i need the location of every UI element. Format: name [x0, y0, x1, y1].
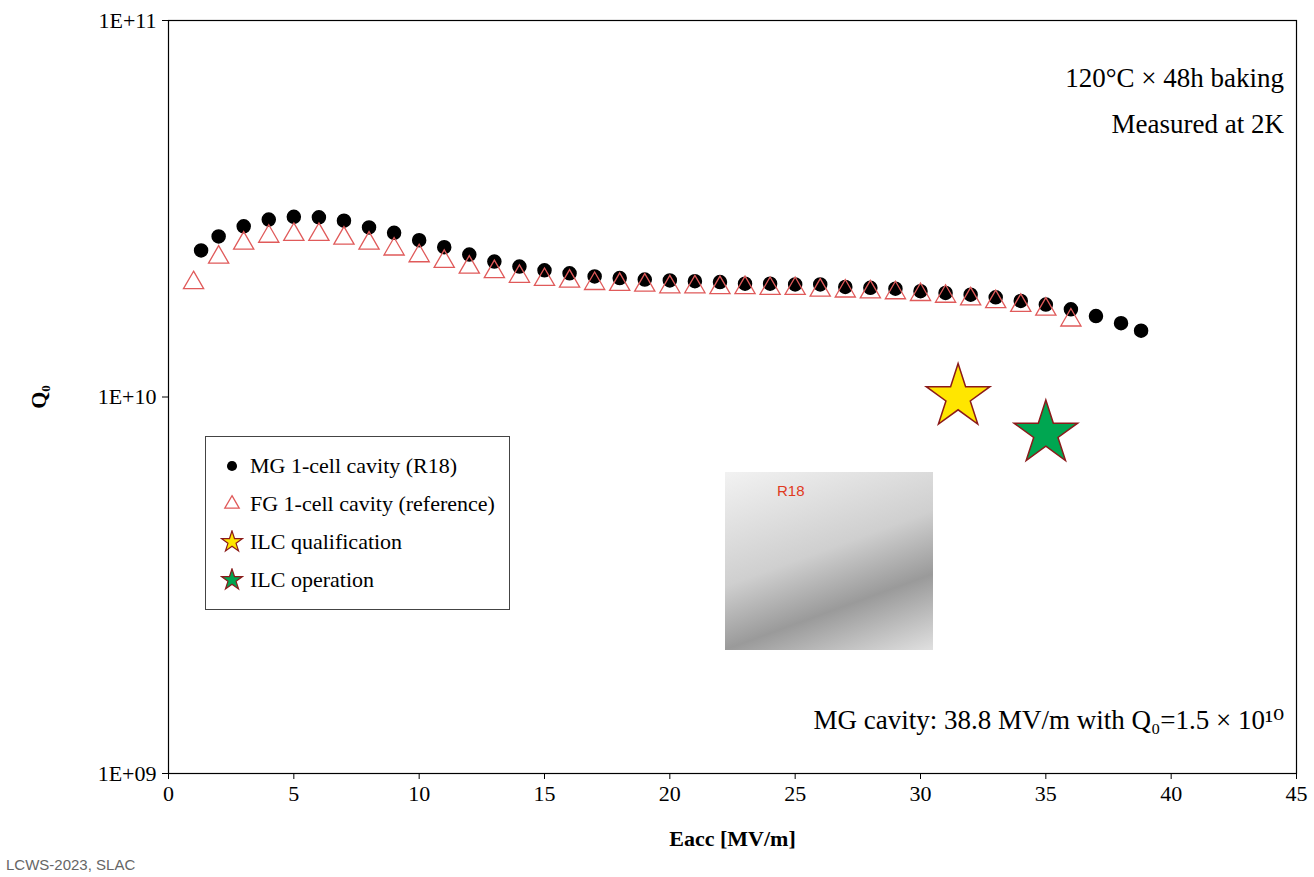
svg-text:20: 20	[659, 781, 681, 806]
html-text:MG 1-cell cavity (R18): MG 1-cell cavity (R18)	[250, 453, 458, 478]
html-text:ILC operation: ILC operation	[250, 567, 374, 592]
svg-text:45: 45	[1286, 781, 1308, 806]
svg-text:Q₀: Q₀	[26, 385, 51, 409]
svg-text:25: 25	[784, 781, 806, 806]
svg-text:1E+11: 1E+11	[98, 8, 156, 33]
svg-text:120°C × 48h baking: 120°C × 48h baking	[1065, 63, 1284, 93]
svg-text:10: 10	[408, 781, 430, 806]
svg-text:0: 0	[163, 781, 174, 806]
svg-text:Measured at 2K: Measured at 2K	[1112, 109, 1285, 139]
svg-text:MG cavity: 38.8 MV/m with Q₀=1: MG cavity: 38.8 MV/m with Q₀=1.5 × 10¹⁰	[813, 705, 1284, 735]
svg-text:30: 30	[910, 781, 932, 806]
svg-text:1E+10: 1E+10	[98, 384, 157, 409]
svg-text:35: 35	[1035, 781, 1057, 806]
svg-text:15: 15	[534, 781, 556, 806]
svg-text:5: 5	[288, 781, 299, 806]
svg-text:Eacc [MV/m]: Eacc [MV/m]	[669, 826, 795, 851]
html-text:LCWS-2023, SLAC: LCWS-2023, SLAC	[6, 856, 136, 873]
html-text:FG 1-cell cavity (reference): FG 1-cell cavity (reference)	[250, 491, 495, 516]
svg-text:1E+09: 1E+09	[98, 761, 157, 786]
html-text:ILC qualification: ILC qualification	[250, 529, 403, 554]
svg-text:40: 40	[1160, 781, 1182, 806]
html-text:R18: R18	[777, 482, 805, 499]
